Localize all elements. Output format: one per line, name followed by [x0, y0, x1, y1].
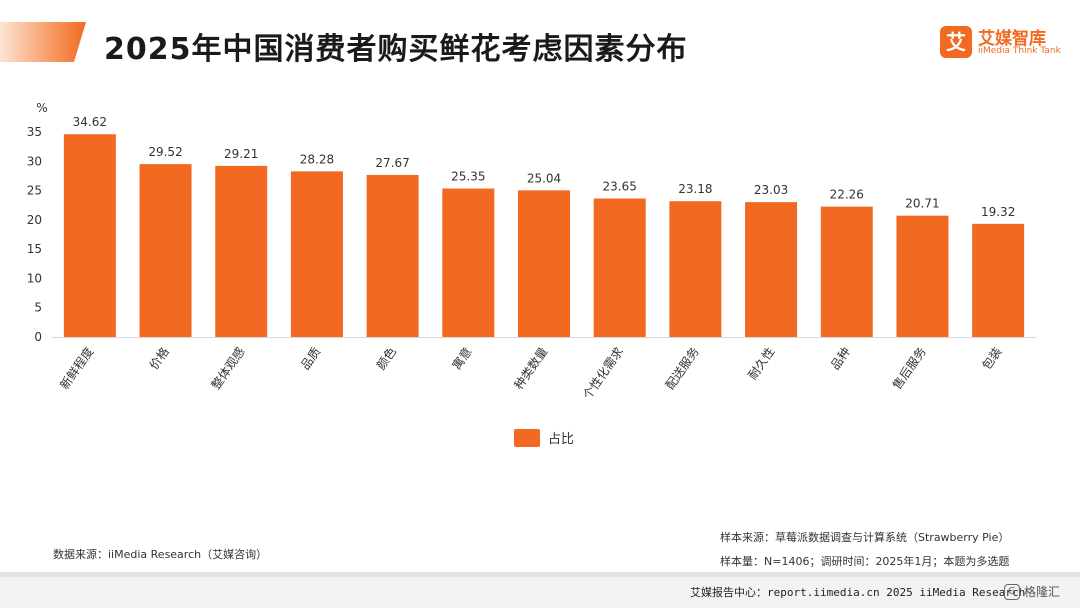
y-tick-label: 25 [27, 184, 42, 198]
logo-name: 艾媒智库 [978, 29, 1046, 49]
data-label: 23.03 [754, 183, 788, 197]
report-center-link[interactable]: 艾媒报告中心：report.iimedia.cn 2025 iiMedia Re… [690, 586, 1026, 599]
bar [366, 174, 419, 337]
watermark-text: 格隆汇 [1024, 585, 1061, 599]
logo-icon: 艾 [940, 26, 972, 58]
y-tick-label: 0 [34, 330, 42, 344]
bar [669, 201, 722, 337]
x-tick-label: 配送服务 [662, 344, 702, 392]
bar [972, 223, 1025, 337]
x-tick-label: 新鲜程度 [56, 344, 96, 392]
data-label: 23.65 [603, 179, 637, 193]
brand-logo: 艾 艾媒智库 iiMedia Think Tank [940, 24, 1075, 62]
bar [896, 215, 949, 337]
chart-legend: 占比 [514, 428, 574, 447]
y-tick-label: 10 [27, 271, 42, 285]
logo-subtitle: iiMedia Think Tank [978, 46, 1061, 56]
x-tick-label: 整体观感 [208, 344, 248, 392]
bar [290, 171, 343, 337]
footer-bar [0, 577, 1080, 608]
data-label: 23.18 [678, 182, 712, 196]
data-label: 20.71 [905, 197, 939, 211]
bar [593, 198, 646, 337]
data-label: 25.35 [451, 170, 485, 184]
bar [215, 165, 268, 337]
x-tick-label: 售后服务 [889, 344, 929, 392]
watermark: G 格隆汇 [1004, 583, 1060, 600]
data-label: 22.26 [830, 188, 864, 202]
x-tick-label: 耐久性 [745, 345, 777, 383]
page-title: 2025年中国消费者购买鲜花考虑因素分布 [104, 32, 688, 67]
data-label: 29.52 [148, 145, 182, 159]
bar [745, 202, 798, 337]
bar [820, 206, 873, 337]
y-tick-label: 20 [27, 213, 42, 227]
data-source-note: 数据来源：iiMedia Research（艾媒咨询） [53, 548, 268, 561]
data-label: 19.32 [981, 205, 1015, 219]
footer-divider [0, 572, 1080, 577]
bar-chart: % 0 5 10 15 20 25 30 35 34.62 新鲜程度 29.52 价格 29.21 整体观感… [27, 101, 1036, 402]
bar [63, 134, 116, 337]
bar [139, 164, 192, 337]
data-label: 34.62 [73, 115, 107, 129]
data-label: 25.04 [527, 171, 561, 185]
y-tick-label: 30 [27, 154, 42, 168]
sample-source-note: 样本来源：草莓派数据调查与计算系统（Strawberry Pie） [720, 531, 1010, 544]
legend-label: 占比 [548, 432, 575, 447]
x-tick-label: 品质 [298, 345, 323, 373]
data-label: 27.67 [375, 156, 409, 170]
x-tick-label: 颜色 [373, 344, 399, 372]
watermark-icon: G [1004, 583, 1020, 600]
data-label: 28.28 [300, 152, 334, 166]
x-tick-label: 包装 [979, 345, 1004, 373]
y-tick-label: 15 [27, 242, 42, 256]
x-tick-label: 种类数量 [511, 344, 551, 392]
header-accent-bar [0, 22, 86, 62]
y-tick-label: 5 [34, 301, 42, 315]
x-tick-label: 个性化需求 [580, 345, 626, 402]
y-axis-unit: % [36, 101, 47, 115]
data-label: 29.21 [224, 147, 258, 161]
sample-size-note: 样本量：N=1406；调研时间：2025年1月；本题为多选题 [720, 555, 1010, 568]
x-tick-label: 寓意 [449, 344, 475, 372]
x-tick-label: 价格 [146, 344, 172, 372]
legend-swatch [514, 428, 540, 447]
bar [518, 190, 570, 337]
bar [442, 188, 495, 337]
x-tick-label: 品种 [828, 345, 853, 373]
y-tick-label: 35 [27, 125, 42, 139]
